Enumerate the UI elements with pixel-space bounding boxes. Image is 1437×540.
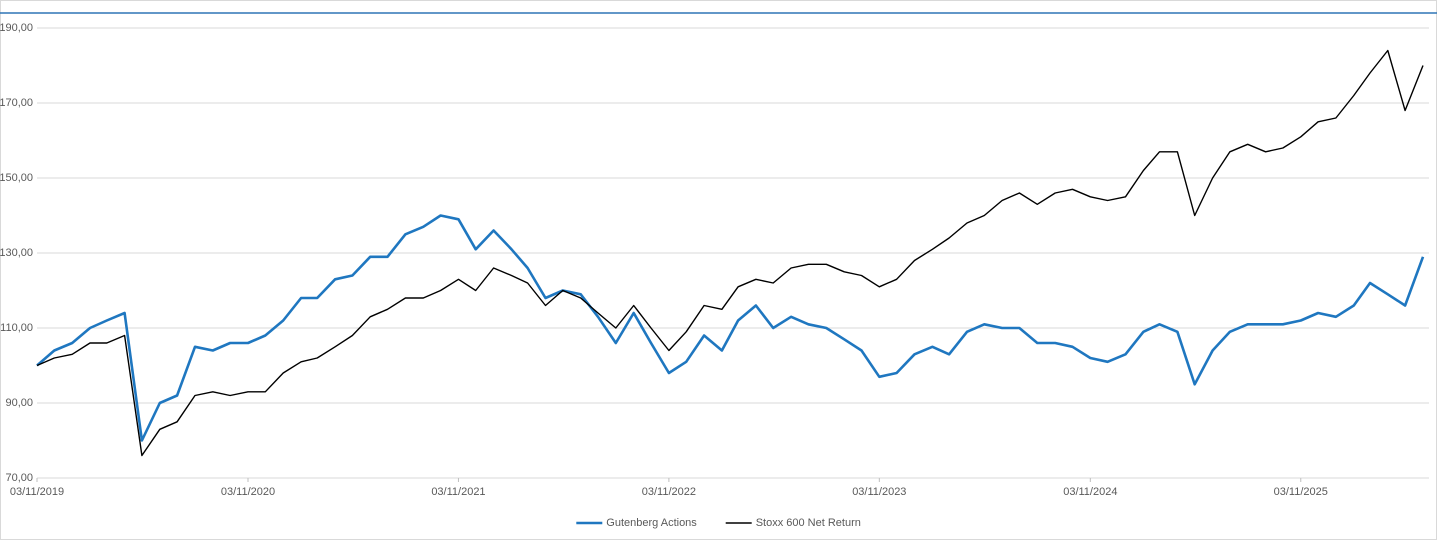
x-tick-label: 03/11/2025 — [1274, 486, 1328, 498]
series-line — [36, 49, 1424, 457]
legend-label: Gutenberg Actions — [606, 517, 697, 529]
y-tick-label: 110,00 — [0, 322, 33, 334]
x-tick-label: 03/11/2022 — [642, 486, 696, 498]
y-tick-label: 150,00 — [0, 172, 33, 184]
x-tick-label: 03/11/2021 — [431, 486, 485, 498]
y-tick-label: 90,00 — [5, 397, 33, 409]
y-tick-label: 130,00 — [0, 247, 33, 259]
x-tick-label: 03/11/2023 — [852, 486, 906, 498]
x-tick-label: 03/11/2020 — [221, 486, 275, 498]
legend-label: Stoxx 600 Net Return — [756, 517, 861, 529]
x-tick-label: 03/11/2019 — [10, 486, 64, 498]
y-tick-label: 70,00 — [5, 472, 33, 484]
y-tick-label: 190,00 — [0, 22, 33, 34]
x-tick-label: 03/11/2024 — [1063, 486, 1117, 498]
y-tick-label: 170,00 — [0, 97, 33, 109]
series-line — [36, 214, 1425, 442]
